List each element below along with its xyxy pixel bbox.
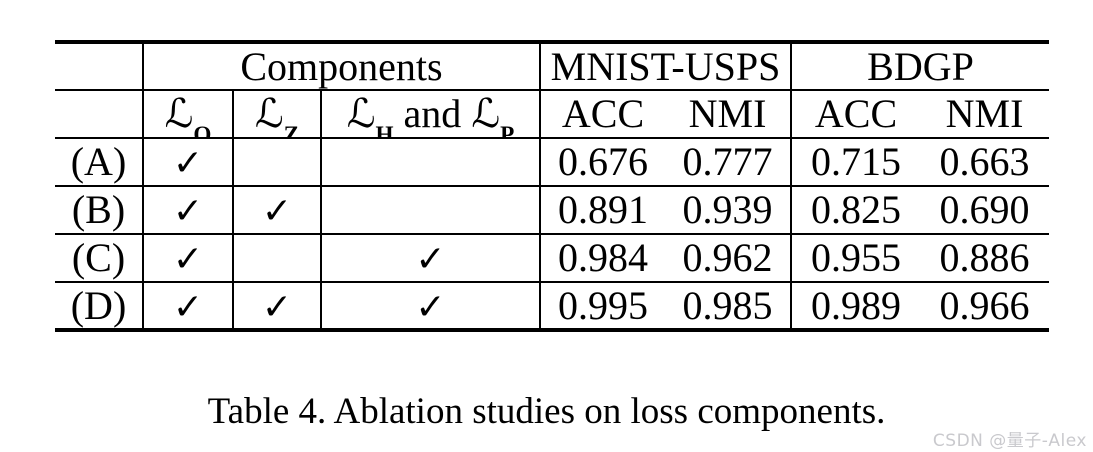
- metric-value: 0.966: [939, 282, 1030, 328]
- table-row: (D) ✓ ✓ ✓ 0.995 0.985 0.989 0.966: [55, 282, 1049, 330]
- and-text: and: [393, 91, 472, 136]
- loss-q-cell: ✓: [143, 282, 234, 330]
- loss-z-cell: ✓: [233, 186, 322, 234]
- metric-value: 0.939: [665, 186, 793, 234]
- script-l-symbol: ℒ: [254, 91, 284, 137]
- table-row: (B) ✓ ✓ 0.891 0.939 0.825 0.690: [55, 186, 1050, 234]
- metric-value: 0.715: [811, 139, 902, 184]
- metric-value: 0.985: [665, 282, 793, 330]
- corner-empty-cell: [55, 90, 144, 138]
- metric-header-row: ℒQ ℒZ ℒH and ℒP ACC NMI ACC NMI: [55, 90, 1050, 138]
- row-label: (C): [55, 234, 144, 282]
- metric-value: 0.995: [558, 282, 648, 328]
- table-caption: Table 4. Ablation studies on loss compon…: [207, 391, 886, 432]
- row-label: (B): [55, 186, 144, 234]
- mnist-acc-header: ACC: [561, 91, 645, 136]
- table-row: (C) ✓ ✓ 0.984 0.962 0.955 0.886: [55, 234, 1050, 282]
- loss-z-cell: [233, 138, 322, 186]
- table-row: (A) ✓ 0.676 0.777 0.715 0.663: [55, 138, 1050, 186]
- metric-value: 0.962: [665, 234, 793, 282]
- checkmark-icon: ✓: [415, 239, 446, 280]
- checkmark-icon: ✓: [172, 286, 204, 328]
- row-label: (D): [55, 282, 144, 330]
- subscript-q: Q: [193, 122, 212, 138]
- checkmark-icon: ✓: [172, 239, 204, 280]
- metric-value: 0.825: [811, 187, 902, 232]
- metric-value: 0.891: [558, 187, 648, 232]
- metric-value: 0.989: [811, 282, 902, 328]
- loss-q-header: ℒQ: [143, 90, 234, 138]
- loss-q-cell: ✓: [143, 234, 234, 282]
- metric-value: 0.676: [558, 139, 648, 184]
- script-l-symbol: ℒ: [346, 91, 376, 137]
- bdgp-group-header: BDGP: [867, 43, 974, 89]
- loss-hp-cell: [321, 186, 541, 234]
- loss-hp-cell: [321, 138, 541, 186]
- bdgp-acc-header: ACC: [814, 91, 898, 136]
- checkmark-icon: ✓: [172, 191, 204, 232]
- group-header-row: Components MNIST-USPS BDGP: [55, 42, 1050, 90]
- checkmark-icon: ✓: [261, 191, 293, 232]
- row-label: (A): [55, 138, 144, 186]
- metric-value: 0.690: [939, 187, 1030, 232]
- metric-value: 0.886: [939, 235, 1030, 280]
- checkmark-icon: ✓: [415, 286, 446, 328]
- metric-value: 0.984: [558, 235, 648, 280]
- checkmark-icon: ✓: [172, 143, 204, 184]
- ablation-table: Components MNIST-USPS BDGP ℒQ ℒZ ℒH and …: [55, 40, 1050, 332]
- csdn-watermark: CSDN @量子-Alex: [932, 431, 1087, 451]
- subscript-z: Z: [283, 122, 300, 138]
- loss-z-header: ℒZ: [233, 90, 322, 138]
- loss-z-cell: ✓: [233, 282, 322, 330]
- mnist-usps-group-header: MNIST-USPS: [540, 42, 793, 90]
- loss-z-cell: [233, 234, 322, 282]
- metric-value: 0.955: [811, 235, 902, 280]
- loss-hp-cell: ✓: [321, 234, 541, 282]
- subscript-h: H: [375, 122, 394, 138]
- components-group-header: Components: [143, 42, 541, 90]
- loss-q-cell: ✓: [143, 138, 234, 186]
- mnist-nmi-header: NMI: [665, 90, 793, 138]
- script-l-symbol: ℒ: [471, 91, 501, 137]
- script-l-symbol: ℒ: [164, 91, 194, 137]
- metric-value: 0.663: [939, 139, 1030, 184]
- metric-value: 0.777: [665, 138, 793, 186]
- loss-hp-cell: ✓: [321, 282, 541, 330]
- corner-empty-cell: [55, 42, 144, 90]
- bdgp-nmi-header: NMI: [945, 91, 1024, 136]
- loss-h-and-p-header: ℒH and ℒP: [321, 90, 541, 138]
- subscript-p: P: [500, 122, 515, 138]
- checkmark-icon: ✓: [261, 286, 293, 328]
- loss-q-cell: ✓: [143, 186, 234, 234]
